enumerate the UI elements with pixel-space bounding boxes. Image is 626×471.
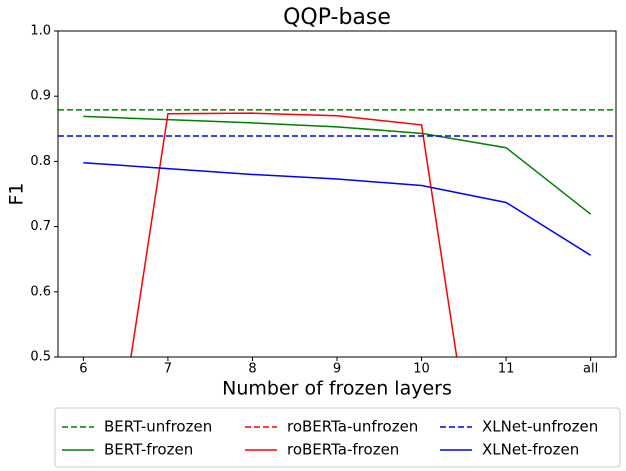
plot-frame <box>57 30 617 358</box>
x-tick-label: 9 <box>333 362 341 377</box>
x-tick-label: 8 <box>248 362 256 377</box>
legend-label: BERT-frozen <box>104 441 193 459</box>
plot-area <box>58 109 616 357</box>
legend-label: roBERTa-unfrozen <box>287 418 418 436</box>
y-tick-label: 0.8 <box>30 154 51 169</box>
x-tick-label: 11 <box>498 362 515 377</box>
y-tick-label: 0.5 <box>30 350 51 365</box>
y-tick-label: 0.6 <box>30 284 51 299</box>
series-line <box>130 112 458 357</box>
legend-label: roBERTa-frozen <box>287 441 399 459</box>
x-tick-label: 7 <box>164 362 172 377</box>
y-axis-label: F1 <box>6 182 28 205</box>
series-line <box>83 161 592 256</box>
x-tick-label: 10 <box>413 362 430 377</box>
y-tick-label: 0.7 <box>30 219 51 234</box>
x-axis-label: Number of frozen layers <box>222 378 452 400</box>
x-tick-label: 6 <box>79 362 87 377</box>
y-tick-label: 1.0 <box>30 24 51 39</box>
series-line <box>83 115 592 215</box>
chart-title: QQP-base <box>283 5 391 30</box>
y-tick-label: 0.9 <box>30 89 51 104</box>
legend-box <box>54 407 621 468</box>
legend-label: XLNet-unfrozen <box>482 418 598 436</box>
legend-label: BERT-unfrozen <box>104 418 212 436</box>
legend-label: XLNet-frozen <box>482 441 579 459</box>
x-tick-label: all <box>583 362 598 377</box>
